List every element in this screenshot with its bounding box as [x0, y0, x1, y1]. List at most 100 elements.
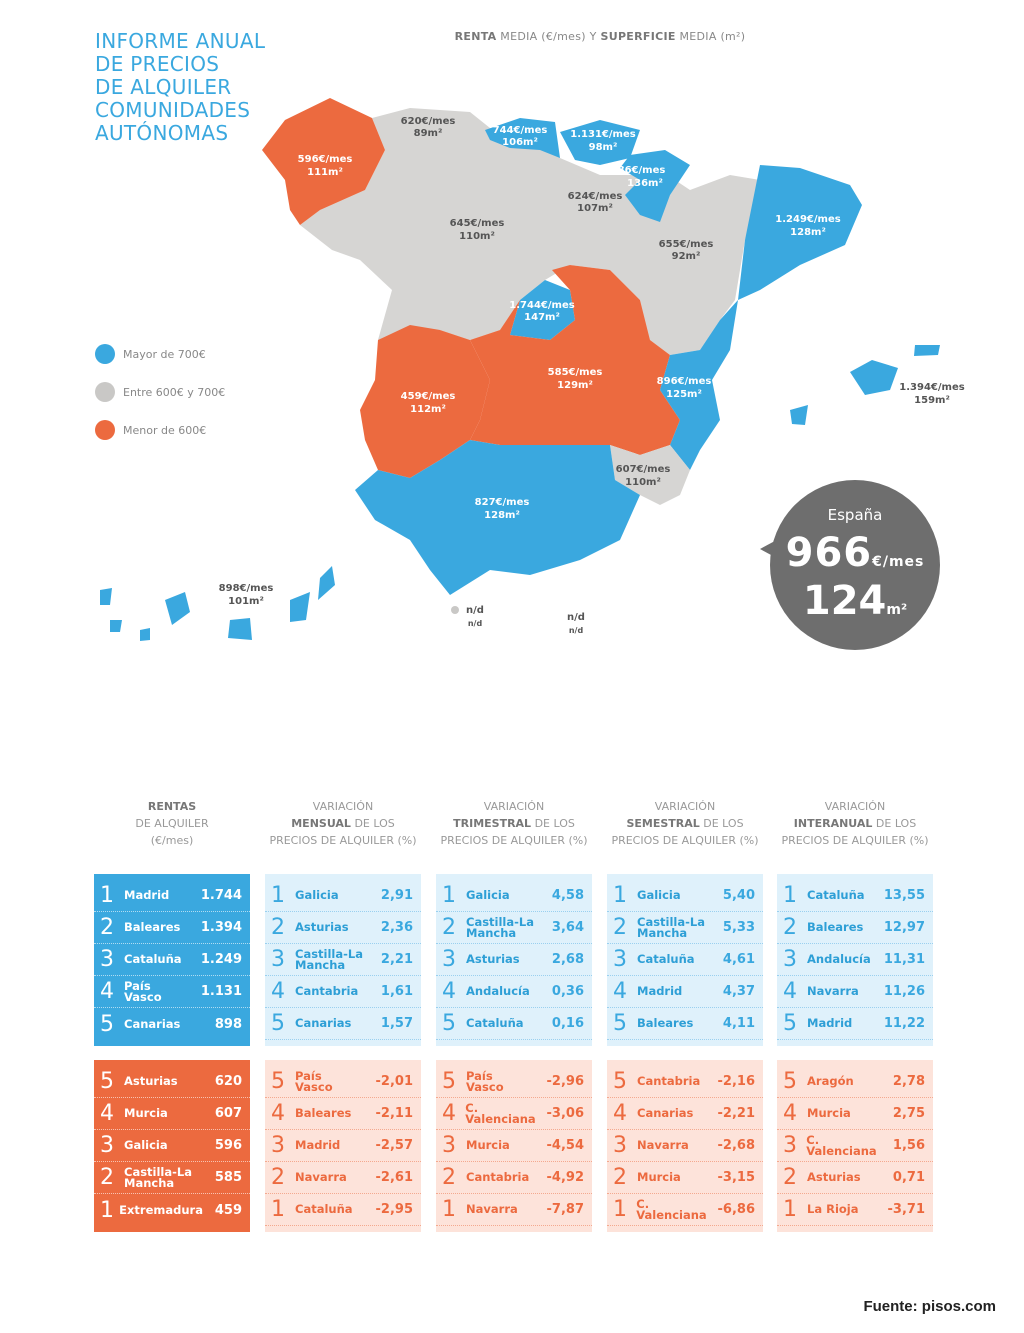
region-name: Murcia — [637, 1170, 681, 1184]
bottom-ranking-box: 5 País Vasco -2,96 4 C. Valenciana -3,06 3 Murc… — [436, 1060, 592, 1232]
legend-swatch — [95, 344, 115, 364]
region-value: 2,78 — [892, 1074, 925, 1089]
header-line: MENSUAL DE LOS — [265, 815, 421, 832]
header-post: PRECIOS DE ALQUILER (%) — [781, 834, 929, 847]
rank-number: 4 — [613, 979, 627, 1004]
region-name: Canarias — [124, 1016, 181, 1031]
badge-circle: España 966€/mes 124m² — [770, 480, 940, 650]
region-value: -4,92 — [546, 1170, 584, 1185]
region-value: -2,95 — [375, 1202, 413, 1217]
badge-area: 124m² — [770, 578, 940, 624]
ranking-column: VARIACIÓN MENSUAL DE LOS PRECIOS DE ALQUIL… — [265, 798, 421, 1232]
legend-item-low: Menor de 600€ — [95, 411, 225, 449]
region-name: Galicia — [295, 888, 339, 902]
table-row: 1 C. Valenciana -6,86 — [607, 1194, 763, 1226]
bottom-ranking-box: 5 Cantabria -2,16 4 Canarias -2,21 3 Navarra -2,… — [607, 1060, 763, 1232]
bottom-ranking-box: 5 País Vasco -2,01 4 Baleares -2,11 3 Madrid -2,… — [265, 1060, 421, 1232]
rank-number: 2 — [442, 1165, 456, 1190]
rank-number: 2 — [442, 915, 456, 940]
title-line: INFORME ANUAL — [95, 29, 266, 53]
rank-number: 1 — [271, 1197, 285, 1222]
table-row: 5 Madrid 11,22 — [777, 1008, 933, 1040]
subtitle-bold: SUPERFICIE — [600, 30, 676, 43]
table-row: 5 Aragón 2,78 — [777, 1066, 933, 1098]
rank-number: 4 — [100, 979, 114, 1004]
region-name: Cataluña — [466, 1016, 524, 1030]
region-value: 2,75 — [892, 1106, 925, 1121]
header-pre: VARIACIÓN — [312, 800, 374, 813]
header-bold: MENSUAL — [291, 817, 351, 830]
region-value: 1,57 — [380, 1016, 413, 1031]
region-name: Murcia — [124, 1106, 168, 1120]
region-value: 13,55 — [883, 888, 925, 903]
rank-number: 3 — [613, 947, 627, 972]
legend-swatch — [95, 420, 115, 440]
table-row: 4 C. Valenciana -3,06 — [436, 1098, 592, 1130]
rank-number: 1 — [271, 883, 285, 908]
region-name: Murcia — [466, 1138, 510, 1152]
header-bold: TRIMESTRAL — [453, 817, 532, 830]
table-row: 4 Murcia 2,75 — [777, 1098, 933, 1130]
table-row: 3 C. Valenciana 1,56 — [777, 1130, 933, 1162]
region-value: -6,86 — [717, 1202, 755, 1217]
rank-number: 5 — [442, 1069, 456, 1094]
rank-number: 5 — [783, 1011, 797, 1036]
table-row: 4 Canarias -2,21 — [607, 1098, 763, 1130]
badge-title: España — [827, 506, 883, 524]
region-name: Baleares — [807, 920, 864, 934]
rank-number: 3 — [100, 1133, 114, 1158]
ranking-column: VARIACIÓN INTERANUAL DE LOS PRECIOS DE ALQ… — [777, 798, 933, 1232]
region-value: -3,06 — [546, 1106, 584, 1121]
ranking-column: VARIACIÓN SEMESTRAL DE LOS PRECIOS DE ALQU… — [607, 798, 763, 1232]
table-row: 5 Baleares 4,11 — [607, 1008, 763, 1040]
top-ranking-box: 1 Galicia 5,40 2 Castilla-La Mancha 5,33 3 Cata… — [607, 874, 763, 1046]
header-line: PRECIOS DE ALQUILER (%) — [607, 832, 763, 849]
table-row: 1 Cataluña 13,55 — [777, 880, 933, 912]
label-baleares-rent: 1.394€/mes — [899, 382, 964, 393]
header-line: RENTAS — [94, 798, 250, 815]
rank-number: 5 — [100, 1069, 114, 1094]
table-row: 2 Baleares 1.394 — [94, 912, 250, 944]
region-baleares-ibiza — [790, 405, 808, 425]
table-row: 3 Murcia -4,54 — [436, 1130, 592, 1162]
label-extremadura-area: 112m² — [410, 404, 446, 415]
region-name: Canarias — [295, 1016, 352, 1030]
header-pre: VARIACIÓN — [483, 800, 545, 813]
table-row: 5 País Vasco -2,01 — [265, 1066, 421, 1098]
region-cantabria — [485, 118, 560, 158]
table-row: 3 Andalucía 11,31 — [777, 944, 933, 976]
region-name: Navarra — [295, 1170, 347, 1184]
region-castilla-leon — [300, 108, 760, 355]
region-value: 898 — [214, 1016, 242, 1032]
region-name: Navarra — [466, 1202, 518, 1216]
rank-number: 2 — [613, 915, 627, 940]
rank-number: 5 — [100, 1011, 114, 1037]
bottom-ranking-box: 5 Asturias 620 4 Murcia 607 3 Galicia 596 2 Castil… — [94, 1060, 250, 1232]
badge-area-unit: m² — [886, 602, 908, 618]
table-row: 3 Castilla-La Mancha 2,21 — [265, 944, 421, 976]
header-line: VARIACIÓN — [607, 798, 763, 815]
table-row: 1 Navarra -7,87 — [436, 1194, 592, 1226]
header-line: PRECIOS DE ALQUILER (%) — [436, 832, 592, 849]
header-mid: DE ALQUILER — [135, 817, 209, 830]
table-row: 1 Galicia 4,58 — [436, 880, 592, 912]
header-line: PRECIOS DE ALQUILER (%) — [265, 832, 421, 849]
table-row: 3 Cataluña 4,61 — [607, 944, 763, 976]
region-value: 607 — [214, 1106, 242, 1121]
header-line: VARIACIÓN — [436, 798, 592, 815]
table-row: 2 Castilla-La Mancha 585 — [94, 1162, 250, 1194]
table-row: 1 Galicia 5,40 — [607, 880, 763, 912]
region-name: Navarra — [637, 1138, 689, 1152]
table-row: 2 Navarra -2,61 — [265, 1162, 421, 1194]
map-subtitle: RENTA MEDIA (€/mes) Y SUPERFICIE MEDIA (… — [400, 30, 800, 43]
header-post: PRECIOS DE ALQUILER (%) — [611, 834, 759, 847]
region-value: 0,16 — [551, 1016, 584, 1031]
top-ranking-box: 1 Cataluña 13,55 2 Baleares 12,97 3 Andalucía 11… — [777, 874, 933, 1046]
region-baleares — [850, 360, 898, 395]
label-murcia-rent: 607€/mes — [616, 464, 671, 475]
header-line: SEMESTRAL DE LOS — [607, 815, 763, 832]
table-row: 1 La Rioja -3,71 — [777, 1194, 933, 1226]
rank-number: 1 — [100, 883, 114, 908]
label-asturias-area: 89m² — [414, 128, 443, 139]
region-name: Andalucía — [807, 952, 871, 966]
